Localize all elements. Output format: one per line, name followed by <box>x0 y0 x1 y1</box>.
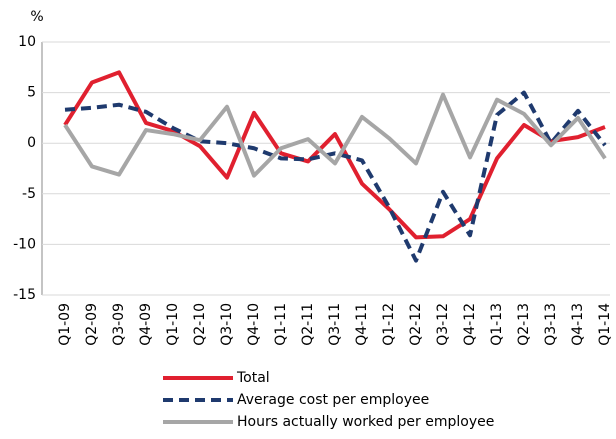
x-tick-label: Q3-11 <box>327 303 343 346</box>
y-tick-label: -10 <box>13 236 36 252</box>
x-tick-label: Q2-12 <box>408 303 424 346</box>
x-tick-label: Q1-10 <box>165 303 181 346</box>
series-line <box>63 70 606 240</box>
x-tick-label: Q2-09 <box>84 303 100 346</box>
x-tick-label: Q1-14 <box>597 303 613 346</box>
unit-label: % <box>30 9 43 25</box>
x-tick-label: Q3-12 <box>435 303 451 346</box>
legend-label: Hours actually worked per employee <box>237 414 494 430</box>
x-tick-label: Q3-13 <box>543 303 559 346</box>
x-tick-label: Q2-13 <box>516 303 532 346</box>
y-tick-label: 10 <box>18 34 36 50</box>
x-tick-label: Q1-11 <box>273 303 289 346</box>
x-tick-label: Q3-10 <box>219 303 235 346</box>
legend-label: Average cost per employee <box>237 392 429 408</box>
x-tick-label: Q4-10 <box>246 303 262 346</box>
x-tick-label: Q1-09 <box>57 303 73 346</box>
y-tick-label: 0 <box>27 135 36 151</box>
x-tick-label: Q3-09 <box>111 303 127 346</box>
y-tick-label: 5 <box>27 85 36 101</box>
x-tick-label: Q4-13 <box>570 303 586 346</box>
series-line <box>63 92 607 178</box>
x-tick-label: Q2-11 <box>300 303 316 346</box>
y-tick-label: -15 <box>13 287 36 303</box>
series-line <box>64 90 607 263</box>
x-tick-label: Q1-13 <box>489 303 505 346</box>
y-tick-label: -5 <box>22 186 36 202</box>
x-tick-label: Q2-10 <box>192 303 208 346</box>
legend-label: Total <box>236 370 270 386</box>
x-tick-label: Q4-12 <box>462 303 478 346</box>
x-tick-label: Q4-11 <box>354 303 370 346</box>
x-tick-label: Q4-09 <box>138 303 154 346</box>
x-tick-label: Q1-12 <box>381 303 397 346</box>
